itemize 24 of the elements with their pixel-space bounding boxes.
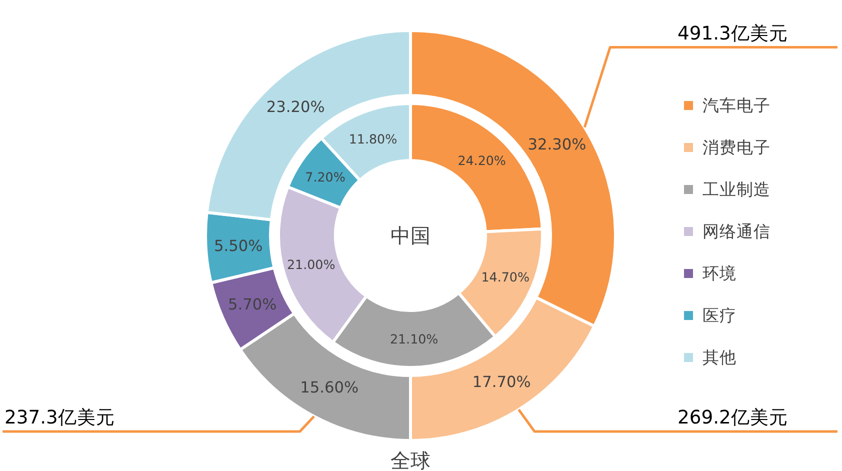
- data-label: 24.20%: [458, 153, 506, 168]
- data-label: 7.20%: [305, 169, 346, 184]
- data-label: 17.70%: [472, 373, 531, 392]
- data-label: 5.70%: [228, 296, 277, 314]
- legend-label: 消费电子: [702, 138, 770, 157]
- data-label: 21.10%: [390, 331, 438, 346]
- text: 269.2亿美元: [678, 408, 788, 428]
- legend-label: 汽车电子: [702, 96, 770, 115]
- text: 491.3亿美元: [678, 23, 788, 44]
- data-label: 21.00%: [286, 256, 336, 272]
- data-label: 5.50%: [214, 236, 263, 255]
- data-label: 11.80%: [348, 132, 398, 147]
- data-label: 14.70%: [481, 269, 530, 284]
- legend-label: 医疗: [702, 306, 736, 325]
- slice-label: 全球: [390, 448, 430, 471]
- data-label: 15.60%: [300, 378, 359, 397]
- data-label: 23.20%: [266, 98, 325, 116]
- legend-label: 网络通信: [702, 222, 770, 241]
- data-label: 32.30%: [528, 135, 586, 154]
- slice-label: 中国: [390, 224, 430, 248]
- legend-label: 工业制造: [702, 180, 770, 199]
- text: 237.3亿美元: [4, 408, 115, 428]
- legend-label: 环境: [702, 264, 736, 283]
- legend-label: 其他: [702, 348, 736, 367]
